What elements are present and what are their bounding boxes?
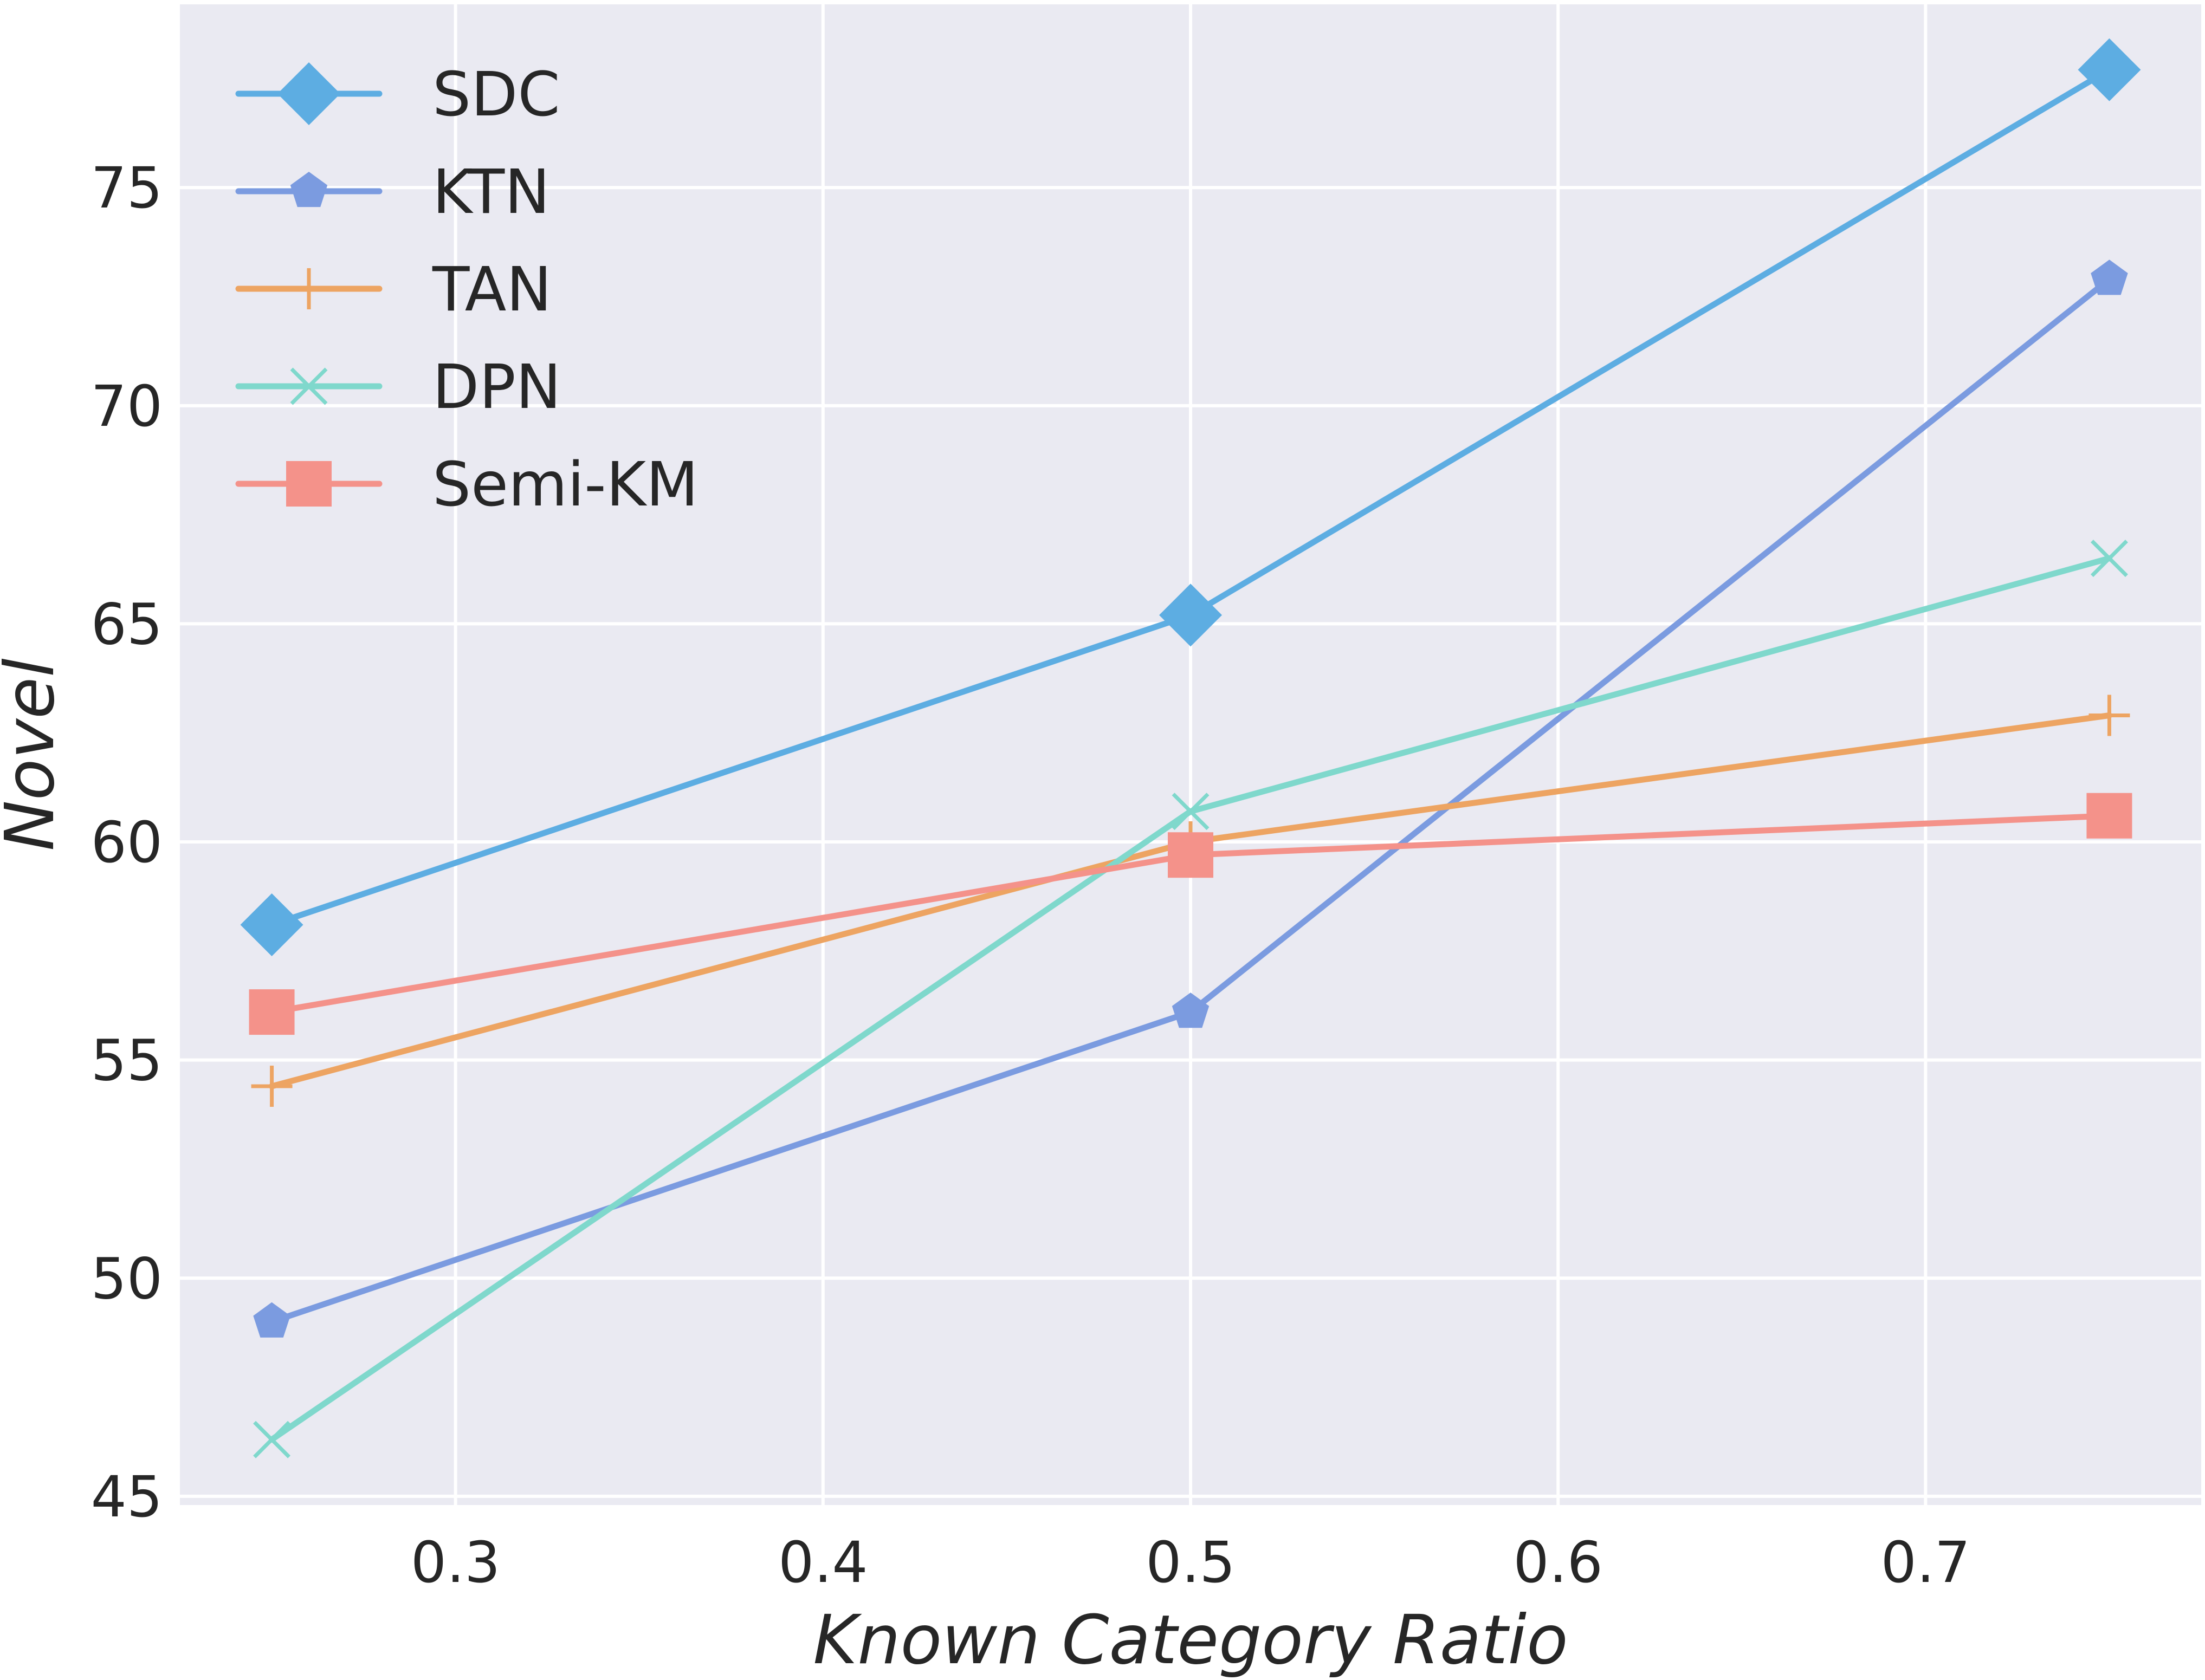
legend: SDC KTN TAN DPN Semi-KM	[235, 60, 699, 520]
data-point-semi-km	[1168, 832, 1213, 878]
legend-marker-sdc	[277, 62, 340, 125]
series-markers	[240, 38, 2141, 1458]
y-tick-label: 55	[91, 1028, 163, 1094]
data-point-dpn	[2090, 540, 2128, 578]
x-tick-label: 0.5	[1146, 1529, 1235, 1595]
x-tick-label: 0.4	[778, 1529, 868, 1595]
x-axis-label: Known Category Ratio	[813, 1601, 1568, 1679]
legend-marker-dpn	[290, 367, 328, 405]
x-tick-label: 0.3	[411, 1529, 500, 1595]
data-point-dpn	[1172, 793, 1210, 831]
y-tick-label: 60	[91, 809, 163, 875]
legend-label-ktn: KTN	[432, 157, 550, 228]
legend-marker-semi-km	[286, 461, 332, 507]
data-point-tan	[251, 1065, 293, 1107]
y-tick-label: 65	[91, 591, 163, 657]
x-tick-label: 0.7	[1881, 1529, 1970, 1595]
data-point-tan	[2088, 695, 2130, 736]
data-point-ktn	[2091, 260, 2128, 295]
legend-label-sdc: SDC	[432, 60, 560, 130]
x-tick-labels: 0.3 0.4 0.5 0.6 0.7	[411, 1529, 1970, 1595]
x-tick-label: 0.6	[1513, 1529, 1602, 1595]
data-point-sdc	[240, 893, 303, 957]
y-tick-label: 45	[91, 1464, 163, 1530]
data-point-sdc	[2078, 38, 2141, 101]
data-point-ktn	[253, 1302, 290, 1338]
legend-marker-ktn	[290, 172, 328, 207]
y-axis-label: Novel	[0, 658, 69, 851]
y-tick-label: 70	[91, 373, 163, 439]
legend-marker-tan	[288, 268, 329, 309]
legend-label-dpn: DPN	[432, 352, 561, 423]
y-tick-labels: 45 50 55 60 65 70 75	[91, 155, 163, 1530]
legend-label-semi-km: Semi-KM	[432, 450, 699, 520]
y-tick-label: 75	[91, 155, 163, 221]
data-point-sdc	[1159, 583, 1222, 647]
legend-label-tan: TAN	[432, 255, 552, 325]
data-point-semi-km	[249, 989, 295, 1035]
data-point-dpn	[253, 1420, 291, 1458]
data-point-semi-km	[2086, 793, 2132, 839]
data-point-ktn	[1172, 993, 1210, 1028]
y-tick-label: 50	[91, 1246, 163, 1312]
